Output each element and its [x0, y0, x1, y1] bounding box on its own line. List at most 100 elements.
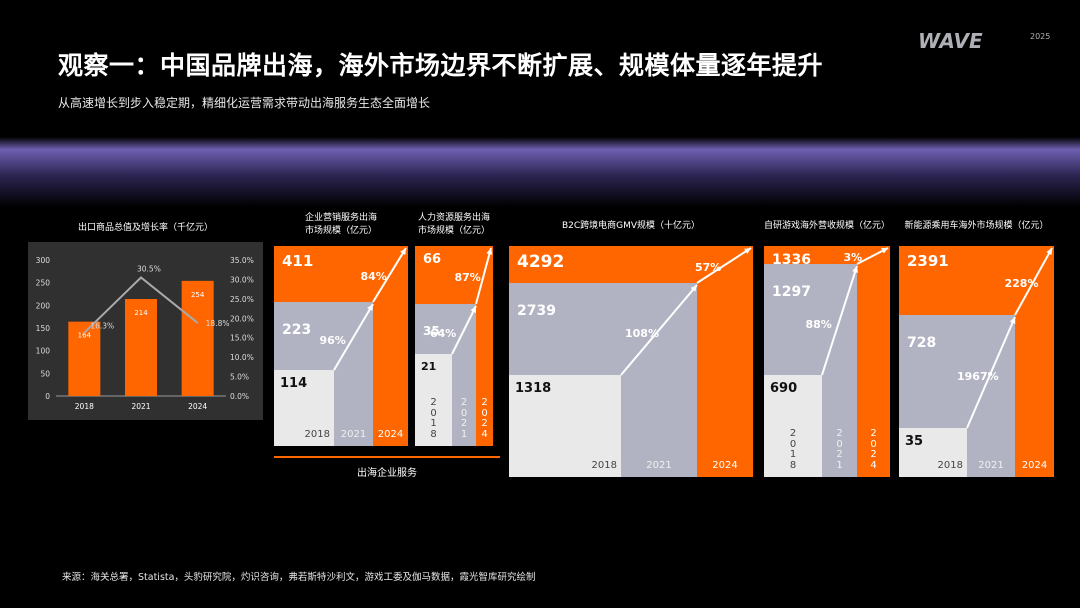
arrow-head — [690, 285, 697, 292]
growth-arrows — [333, 247, 407, 371]
year-label-2021: 2021 — [646, 460, 672, 471]
arrow-2018-2021 — [620, 284, 698, 376]
growth-label-2024: 3% — [843, 251, 863, 264]
x-tick-label: 2021 — [131, 402, 150, 411]
growth-rate-label: 30.5% — [137, 264, 161, 273]
arrow-shaft — [372, 247, 407, 303]
group-bracket-line — [274, 456, 500, 458]
value-2018: 690 — [770, 381, 798, 396]
y-tick-label: 100 — [36, 347, 51, 356]
hr-panel: 66 35 21 2 0 1 8 2 0 2 1 2 0 2 4 64% 87% — [415, 246, 493, 446]
arrow-shaft — [451, 305, 477, 355]
arrow-head — [1009, 317, 1016, 324]
y2-tick-label: 20.0% — [230, 314, 254, 323]
stage-2018-block — [509, 375, 621, 477]
arrow-shaft — [620, 284, 698, 376]
value-2018: 114 — [280, 376, 308, 391]
y2-tick-label: 25.0% — [230, 295, 254, 304]
stage-2018-block — [274, 370, 334, 446]
bar-value-label: 214 — [134, 309, 148, 317]
y2-tick-label: 10.0% — [230, 353, 254, 362]
growth-label-2024: 228% — [1004, 276, 1039, 290]
source-footer: 来源：海关总署，Statista，头豹研究院，灼识咨询，弗若斯特沙利文，游戏工委… — [62, 572, 536, 583]
gradient-band — [0, 137, 1080, 207]
y-tick-label: 300 — [36, 256, 51, 265]
arrow-2021-2024 — [856, 247, 889, 265]
arrow-2018-2021 — [333, 303, 374, 371]
arrow-shaft — [966, 316, 1016, 429]
group-label: 出海企业服务 — [357, 468, 417, 479]
arrow-head — [400, 248, 406, 255]
growth-arrows — [620, 247, 752, 376]
value-2021: 35 — [423, 324, 440, 338]
y2-tick-label: 15.0% — [230, 334, 254, 343]
value-2021: 1297 — [772, 284, 811, 300]
arrow-shaft — [475, 247, 492, 305]
growth-line — [83, 276, 199, 334]
year-label-2018: 2018 — [591, 460, 617, 471]
growth-arrows — [966, 247, 1053, 429]
y2-tick-label: 0.0% — [230, 392, 249, 401]
year-label-2018: 2018 — [937, 460, 963, 471]
wave-logo-mark: WAVE 2025 — [918, 29, 1050, 53]
marketing-title-line2: 市场规模（亿元） — [304, 226, 377, 236]
arrow-head — [852, 266, 858, 273]
growth-label-2021: 64% — [430, 327, 457, 340]
arrow-head — [881, 248, 888, 254]
arrow-2021-2024 — [696, 247, 752, 284]
growth-label-2024: 84% — [360, 270, 387, 283]
arrow-2018-2021 — [821, 265, 858, 376]
growth-label-2021: 108% — [625, 327, 659, 340]
arrow-shaft — [1014, 247, 1053, 316]
y-tick-label: 0 — [45, 392, 50, 401]
arrow-shaft — [696, 247, 752, 284]
value-2021: 728 — [907, 335, 937, 351]
arrow-head — [486, 248, 493, 255]
y-tick-label: 250 — [36, 279, 51, 288]
logo-year: 2025 — [1030, 32, 1050, 41]
value-2021: 223 — [282, 322, 312, 338]
year-label-2024: 2024 — [1021, 460, 1048, 471]
value-2024: 2391 — [907, 252, 949, 270]
y-tick-label: 200 — [36, 301, 51, 310]
year-label-2021: 2021 — [340, 429, 367, 440]
year-label-2021: 2021 — [978, 460, 1004, 471]
arrow-2018-2021 — [966, 316, 1016, 429]
stage-2018-block — [899, 428, 967, 477]
arrow-2021-2024 — [1014, 247, 1053, 316]
y-tick-label: 50 — [40, 369, 50, 378]
wave-logo: WAVE 2025 — [918, 29, 1058, 60]
year-label-2024: 2024 — [377, 429, 404, 440]
export-chart: 0 50 100 150 200 250 300 0.0% 5.0% 10.0% 15.0% 20.0… — [36, 256, 254, 411]
y-tick-label: 150 — [36, 324, 51, 333]
nev-title: 新能源乘用车海外市场规模（亿元） — [904, 221, 1049, 231]
value-2018: 1318 — [515, 381, 552, 396]
arrow-head — [367, 304, 373, 311]
arrow-2021-2024 — [475, 247, 493, 305]
x-tick-label: 2018 — [75, 402, 94, 411]
growth-label-2024: 57% — [695, 260, 722, 274]
y2-tick-label: 35.0% — [230, 256, 254, 265]
growth-label-2021: 96% — [319, 334, 346, 347]
arrow-head — [744, 248, 751, 254]
bar-value-label: 254 — [191, 291, 205, 299]
value-2024: 1336 — [772, 252, 811, 268]
value-2018: 35 — [905, 434, 924, 449]
marketing-title: 企业营销服务出海 市场规模（亿元） — [274, 212, 408, 238]
bar — [125, 298, 157, 396]
year-label-2018: 2018 — [304, 429, 330, 440]
y2-tick-label: 5.0% — [230, 373, 249, 382]
growth-rate-label: 16.3% — [90, 322, 114, 331]
stage-2018-block — [764, 375, 822, 477]
arrow-2021-2024 — [372, 247, 407, 303]
nev-panel: 2391 728 35 2018 2021 2024 1967% 228% — [899, 246, 1054, 477]
hr-title-line1: 人力资源服务出海 — [417, 213, 490, 223]
value-2024: 411 — [282, 252, 314, 270]
value-2024: 66 — [423, 252, 442, 267]
growth-label-2021: 88% — [805, 317, 832, 331]
growth-label-2024: 87% — [454, 271, 481, 284]
